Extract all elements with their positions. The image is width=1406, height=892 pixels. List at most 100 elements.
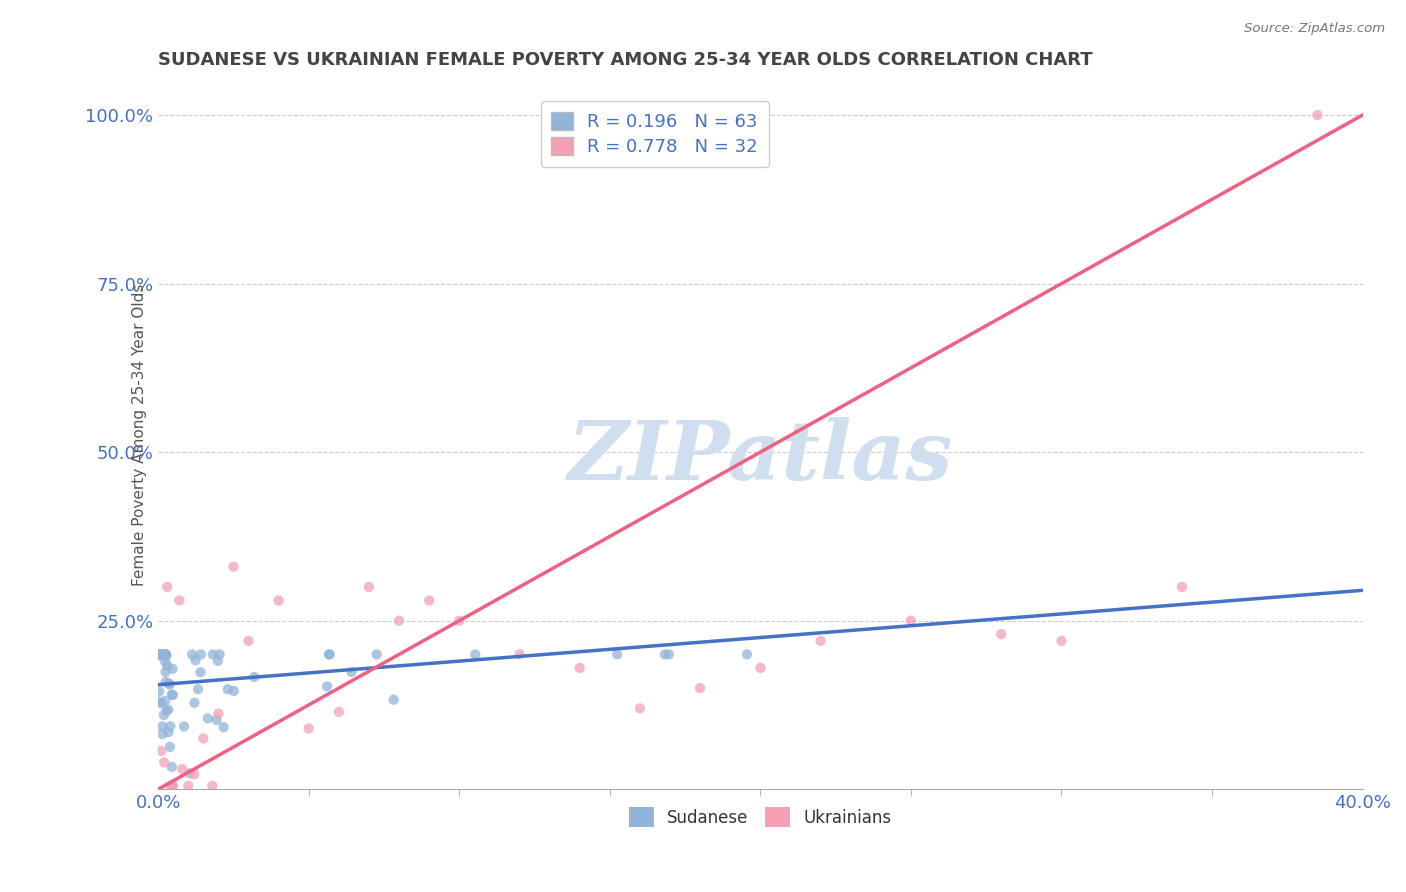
Point — [148, 695, 170, 709]
Point — [148, 648, 170, 662]
Point — [207, 706, 229, 721]
Point — [568, 661, 591, 675]
Point — [222, 559, 245, 574]
Point — [316, 679, 339, 693]
Point — [160, 687, 183, 701]
Point — [177, 779, 200, 793]
Point — [388, 614, 411, 628]
Point — [179, 766, 201, 780]
Point — [167, 593, 190, 607]
Point — [150, 648, 173, 662]
Point — [418, 593, 440, 607]
Point — [162, 662, 184, 676]
Point — [222, 684, 245, 698]
Point — [190, 648, 212, 662]
Point — [152, 727, 174, 741]
Point — [298, 722, 321, 736]
Point — [156, 658, 179, 673]
Point — [157, 676, 180, 690]
Point — [155, 694, 177, 708]
Point — [267, 593, 290, 607]
Point — [193, 731, 215, 746]
Text: ZIPatlas: ZIPatlas — [568, 417, 953, 497]
Point — [150, 719, 173, 733]
Point — [162, 779, 184, 793]
Point — [183, 696, 205, 710]
Point — [190, 665, 212, 680]
Point — [155, 704, 177, 718]
Point — [150, 648, 173, 662]
Point — [197, 711, 219, 725]
Point — [319, 648, 342, 662]
Point — [628, 701, 651, 715]
Point — [181, 648, 204, 662]
Point — [153, 648, 176, 662]
Point — [205, 713, 228, 727]
Text: SUDANESE VS UKRAINIAN FEMALE POVERTY AMONG 25-34 YEAR OLDS CORRELATION CHART: SUDANESE VS UKRAINIAN FEMALE POVERTY AMO… — [157, 51, 1092, 69]
Point — [173, 719, 195, 733]
Point — [1050, 634, 1073, 648]
Point — [243, 670, 266, 684]
Point — [148, 648, 170, 662]
Point — [157, 725, 180, 739]
Point — [810, 634, 832, 648]
Point — [689, 681, 711, 695]
Point — [157, 703, 180, 717]
Point — [159, 719, 181, 733]
Point — [183, 767, 205, 781]
Point — [152, 648, 174, 662]
Point — [900, 614, 922, 628]
Point — [149, 648, 172, 663]
Y-axis label: Female Poverty Among 25-34 Year Olds: Female Poverty Among 25-34 Year Olds — [132, 284, 148, 586]
Point — [1171, 580, 1194, 594]
Point — [328, 705, 350, 719]
Point — [153, 655, 176, 669]
Point — [340, 665, 363, 679]
Point — [735, 648, 758, 662]
Point — [160, 760, 183, 774]
Point — [212, 720, 235, 734]
Point — [152, 648, 174, 662]
Point — [508, 648, 530, 662]
Point — [318, 648, 340, 662]
Point — [658, 648, 681, 662]
Point — [150, 744, 173, 758]
Point — [208, 648, 231, 662]
Point — [217, 682, 239, 697]
Point — [156, 580, 179, 594]
Point — [153, 648, 176, 662]
Point — [159, 739, 181, 754]
Text: Source: ZipAtlas.com: Source: ZipAtlas.com — [1244, 22, 1385, 36]
Point — [172, 762, 194, 776]
Point — [148, 684, 170, 698]
Point — [990, 627, 1012, 641]
Point — [155, 648, 177, 663]
Point — [749, 661, 772, 675]
Point — [606, 648, 628, 662]
Point — [464, 648, 486, 662]
Point — [160, 779, 183, 793]
Point — [201, 779, 224, 793]
Point — [150, 696, 173, 710]
Point — [155, 665, 177, 679]
Point — [382, 692, 405, 706]
Point — [187, 682, 209, 697]
Point — [155, 648, 177, 662]
Point — [201, 648, 224, 662]
Point — [1306, 108, 1329, 122]
Point — [238, 634, 260, 648]
Point — [153, 756, 176, 770]
Point — [162, 688, 184, 702]
Point — [449, 614, 471, 628]
Point — [357, 580, 380, 594]
Legend: Sudanese, Ukrainians: Sudanese, Ukrainians — [623, 800, 898, 834]
Point — [159, 779, 181, 793]
Point — [184, 653, 207, 667]
Point — [159, 677, 181, 691]
Point — [155, 648, 177, 662]
Point — [366, 648, 388, 662]
Point — [153, 708, 176, 723]
Point — [207, 654, 229, 668]
Point — [654, 648, 676, 662]
Point — [155, 675, 177, 690]
